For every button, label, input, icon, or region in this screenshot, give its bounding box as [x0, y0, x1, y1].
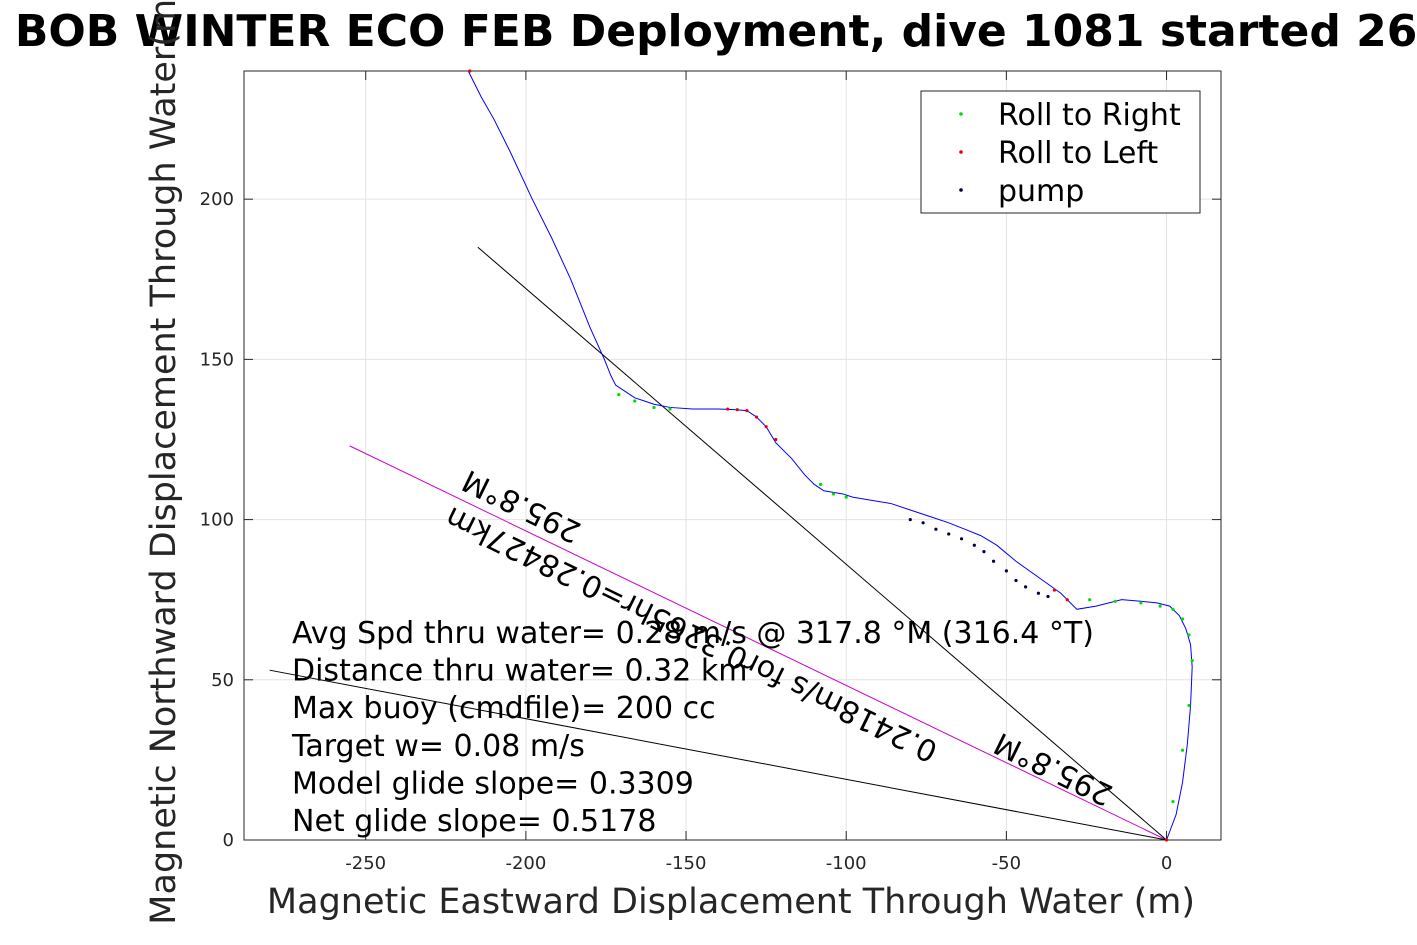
- pump-point: [908, 517, 912, 522]
- roll-to-left-point: [1065, 598, 1069, 602]
- legend-label: Roll to Left: [998, 136, 1158, 171]
- y-tick-label: 150: [200, 349, 234, 370]
- roll-to-left-point: [1052, 588, 1057, 592]
- roll-to-right-point: [1088, 598, 1092, 602]
- chart-title: SG219 Seaglider BOB WINTER ECO FEB Deplo…: [0, 6, 1417, 57]
- roll-to-right-point: [1113, 599, 1117, 603]
- legend-marker: [959, 150, 963, 154]
- info-text: Avg Spd thru water= 0.28 m/s @ 317.8 °M …: [291, 616, 1094, 839]
- pump-point: [991, 559, 996, 563]
- track-annotation: 295.8°M: [989, 725, 1118, 812]
- pump-point: [1046, 594, 1050, 599]
- x-tick-label: -50: [992, 853, 1021, 874]
- legend-marker: [959, 112, 963, 116]
- pump-point: [1036, 591, 1041, 595]
- x-axis-label: Magnetic Eastward Displacement Through W…: [267, 882, 1195, 922]
- pump-point: [982, 550, 986, 554]
- roll-to-right-point: [1139, 601, 1143, 605]
- pump-point: [1004, 569, 1008, 573]
- roll-to-right-point: [818, 482, 823, 486]
- markers: [468, 69, 1194, 842]
- roll-to-right-point: [1180, 617, 1185, 621]
- x-tick-label: -150: [666, 853, 707, 874]
- pump-point: [1024, 585, 1028, 589]
- x-tick-label: 0: [1161, 853, 1172, 874]
- legend-box: [920, 90, 1201, 214]
- roll-to-left-point: [468, 69, 472, 73]
- x-tick-label: -100: [826, 853, 867, 874]
- roll-to-left-point: [726, 407, 730, 411]
- y-axis-label: Magnetic Northward Displacement Through …: [144, 0, 184, 925]
- y-tick-label: 50: [211, 670, 234, 691]
- roll-to-left-point: [754, 415, 759, 419]
- pump-point: [959, 537, 964, 541]
- roll-to-left-point: [745, 409, 749, 413]
- roll-to-right-point: [652, 405, 656, 410]
- pump-point: [1014, 578, 1018, 583]
- roll-to-right-point: [633, 399, 637, 403]
- roll-to-right-point: [617, 393, 621, 397]
- legend-marker: [959, 188, 963, 192]
- roll-to-right-point: [831, 492, 836, 496]
- roll-to-right-point: [1187, 633, 1191, 637]
- pump-point: [934, 527, 938, 531]
- y-tick-label: 100: [200, 510, 234, 531]
- net-glide-line: [269, 669, 1167, 841]
- roll-to-right-point: [844, 495, 848, 499]
- roll-to-left-point: [1164, 838, 1169, 842]
- info-line: Model glide slope= 0.3309: [292, 766, 694, 801]
- pump-point: [921, 521, 925, 525]
- roll-to-right-point: [1187, 703, 1191, 708]
- pump-point: [947, 532, 951, 536]
- x-tick-label: -250: [345, 853, 386, 874]
- info-line: Distance thru water= 0.32 km: [292, 654, 747, 689]
- reference-lines: [269, 246, 1167, 841]
- roll-to-right-point: [1180, 748, 1185, 752]
- x-tick-label: -200: [505, 853, 546, 874]
- y-tick-label: 200: [200, 189, 234, 210]
- info-line: Max buoy (cmdfile)= 200 cc: [292, 691, 716, 726]
- info-line: Avg Spd thru water= 0.28 m/s @ 317.8 °M …: [292, 616, 1094, 651]
- track-series: [467, 70, 1193, 841]
- roll-to-right-point: [1171, 799, 1175, 804]
- model-line: [349, 445, 1167, 841]
- roll-to-right-point: [668, 407, 672, 411]
- legend-label: Roll to Right: [998, 98, 1181, 133]
- legend-label: pump: [998, 174, 1084, 209]
- track-line: [467, 70, 1193, 841]
- roll-to-left-point: [764, 425, 768, 429]
- ticks: -250 -200 -150 -100 -50 0 0 50 100 150 200: [200, 71, 1221, 874]
- roll-to-left-point: [774, 437, 778, 442]
- heading-line: [477, 246, 1167, 841]
- y-tick-label: 0: [223, 830, 234, 851]
- axes-box: [243, 70, 1222, 841]
- pump-point: [972, 543, 976, 547]
- roll-to-right-point: [1158, 604, 1162, 608]
- roll-to-right-point: [1171, 607, 1175, 611]
- info-line: Net glide slope= 0.5178: [292, 804, 656, 839]
- roll-to-left-point: [735, 408, 739, 412]
- info-line: Target w= 0.08 m/s: [291, 729, 585, 764]
- roll-to-right-point: [1190, 658, 1194, 663]
